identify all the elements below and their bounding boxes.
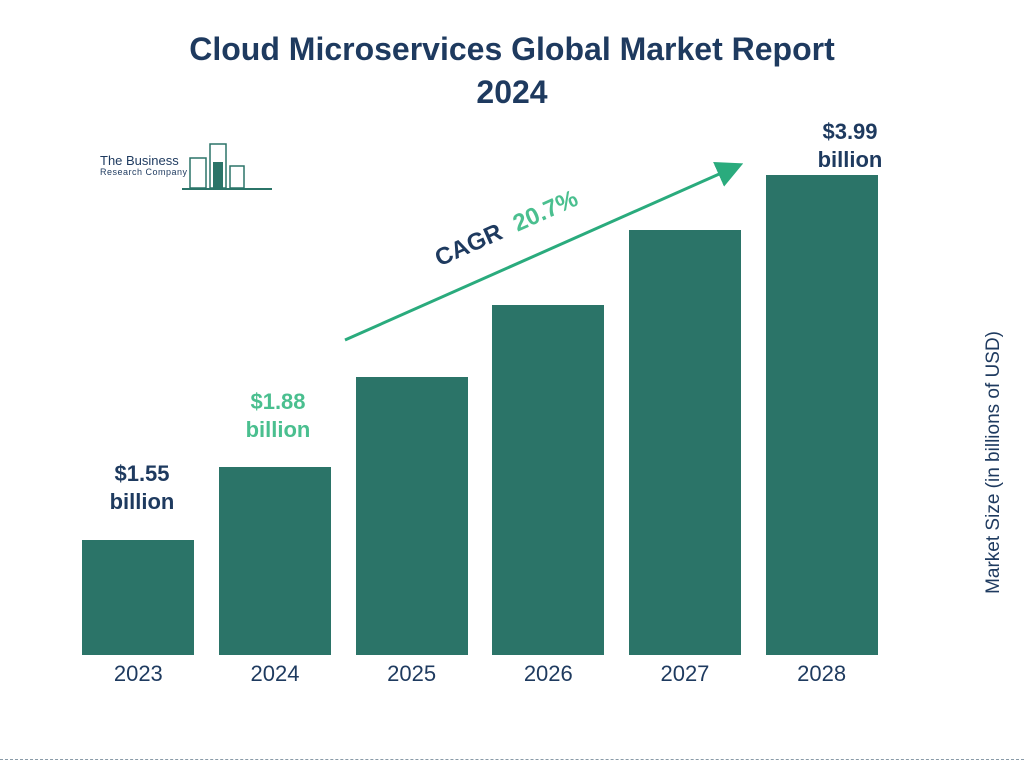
- x-label: 2023: [114, 661, 163, 687]
- bar: [766, 175, 878, 655]
- x-label: 2028: [797, 661, 846, 687]
- x-label: 2025: [387, 661, 436, 687]
- title-line-1: Cloud Microservices Global Market Report: [189, 31, 835, 67]
- x-label: 2024: [251, 661, 300, 687]
- chart-title: Cloud Microservices Global Market Report…: [0, 0, 1024, 114]
- x-label: 2026: [524, 661, 573, 687]
- bar-2025: 2025: [347, 377, 477, 655]
- bar: [82, 540, 194, 655]
- value-2023: $1.55billion: [72, 460, 212, 515]
- y-axis-label: Market Size (in billions of USD): [983, 331, 1005, 594]
- title-line-2: 2024: [476, 74, 547, 110]
- bar-2027: 2027: [620, 230, 750, 655]
- bar-2028: 2028: [757, 175, 887, 655]
- bottom-divider: [0, 759, 1024, 760]
- chart-area: 2023 2024 2025 2026 2027 2028: [70, 130, 890, 690]
- value-2028: $3.99billion: [760, 118, 940, 173]
- bars-container: 2023 2024 2025 2026 2027 2028: [70, 130, 890, 655]
- bar-2026: 2026: [483, 305, 613, 655]
- bar: [356, 377, 468, 655]
- bar-2024: 2024: [210, 467, 340, 655]
- bar: [492, 305, 604, 655]
- bar: [629, 230, 741, 655]
- x-label: 2027: [660, 661, 709, 687]
- bar-2023: 2023: [73, 540, 203, 655]
- bar: [219, 467, 331, 655]
- value-2024: $1.88billion: [208, 388, 348, 443]
